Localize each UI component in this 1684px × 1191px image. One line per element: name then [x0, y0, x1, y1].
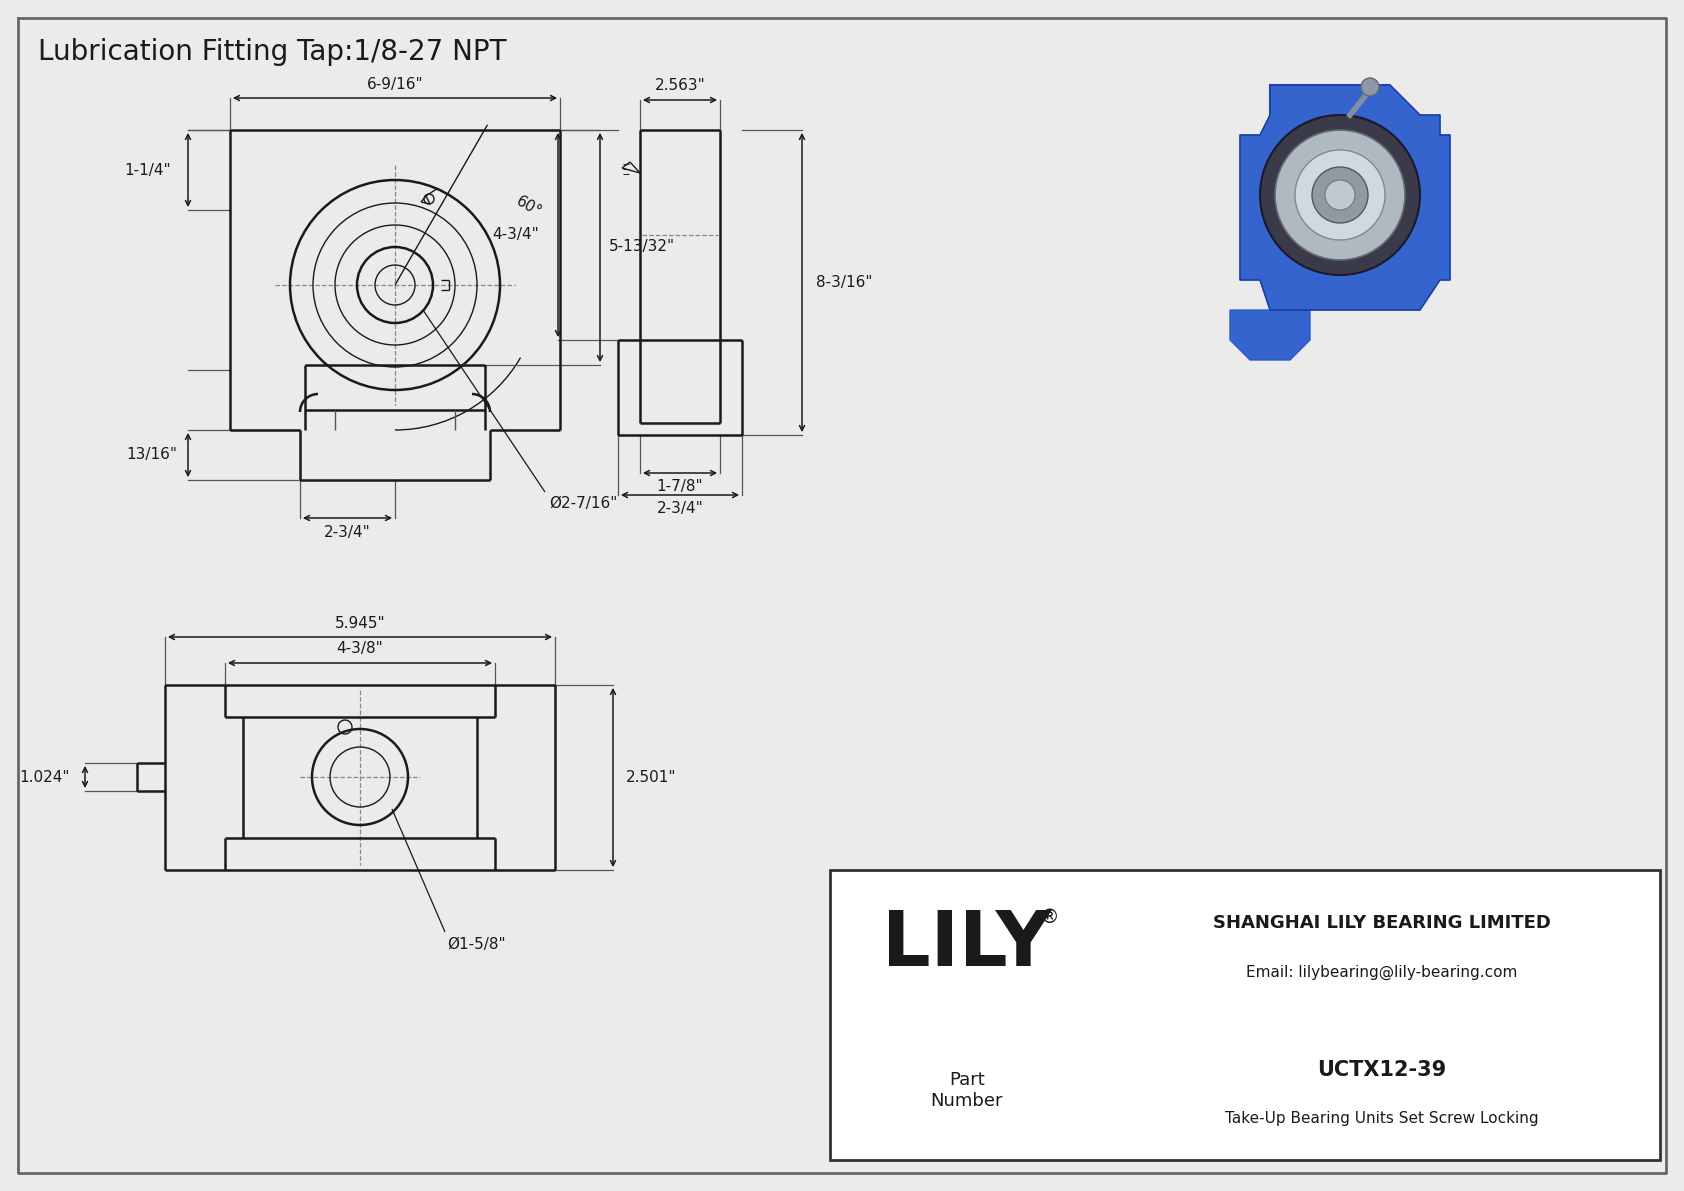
Circle shape	[1325, 180, 1356, 210]
Text: 5.945": 5.945"	[335, 616, 386, 630]
Bar	[830, 869, 1660, 1160]
Circle shape	[1361, 77, 1379, 96]
Text: Email: lilybearing@lily-bearing.com: Email: lilybearing@lily-bearing.com	[1246, 965, 1517, 980]
Circle shape	[1275, 130, 1404, 260]
Text: 1-7/8": 1-7/8"	[657, 480, 704, 494]
Text: 6-9/16": 6-9/16"	[367, 76, 423, 92]
Text: 2.501": 2.501"	[626, 769, 677, 785]
Text: SHANGHAI LILY BEARING LIMITED: SHANGHAI LILY BEARING LIMITED	[1212, 913, 1551, 931]
Text: UCTX12-39: UCTX12-39	[1317, 1060, 1447, 1079]
Circle shape	[1260, 116, 1420, 275]
Circle shape	[1295, 150, 1384, 241]
Polygon shape	[1229, 310, 1310, 360]
Circle shape	[1312, 167, 1367, 223]
Text: Ø1-5/8": Ø1-5/8"	[446, 937, 505, 952]
Text: 13/16": 13/16"	[126, 448, 177, 462]
Polygon shape	[1239, 85, 1450, 310]
Text: Lubrication Fitting Tap:1/8-27 NPT: Lubrication Fitting Tap:1/8-27 NPT	[39, 38, 507, 66]
Text: 2-3/4": 2-3/4"	[657, 501, 704, 517]
Text: 2-3/4": 2-3/4"	[323, 524, 370, 540]
Text: 5-13/32": 5-13/32"	[610, 239, 675, 255]
Text: 1.024": 1.024"	[20, 769, 71, 785]
Text: LILY: LILY	[882, 909, 1051, 983]
Text: 2.563": 2.563"	[655, 79, 706, 94]
Text: 8-3/16": 8-3/16"	[815, 274, 872, 289]
Text: Ø2-7/16": Ø2-7/16"	[549, 495, 618, 511]
Text: 4-3/8": 4-3/8"	[337, 642, 384, 656]
Text: 60°: 60°	[514, 194, 544, 220]
Text: 4-3/4": 4-3/4"	[493, 227, 539, 243]
Text: Take-Up Bearing Units Set Screw Locking: Take-Up Bearing Units Set Screw Locking	[1226, 1111, 1539, 1125]
Text: Part
Number: Part Number	[931, 1071, 1004, 1110]
Text: 1-1/4": 1-1/4"	[125, 162, 172, 177]
Text: ®: ®	[1039, 908, 1059, 927]
